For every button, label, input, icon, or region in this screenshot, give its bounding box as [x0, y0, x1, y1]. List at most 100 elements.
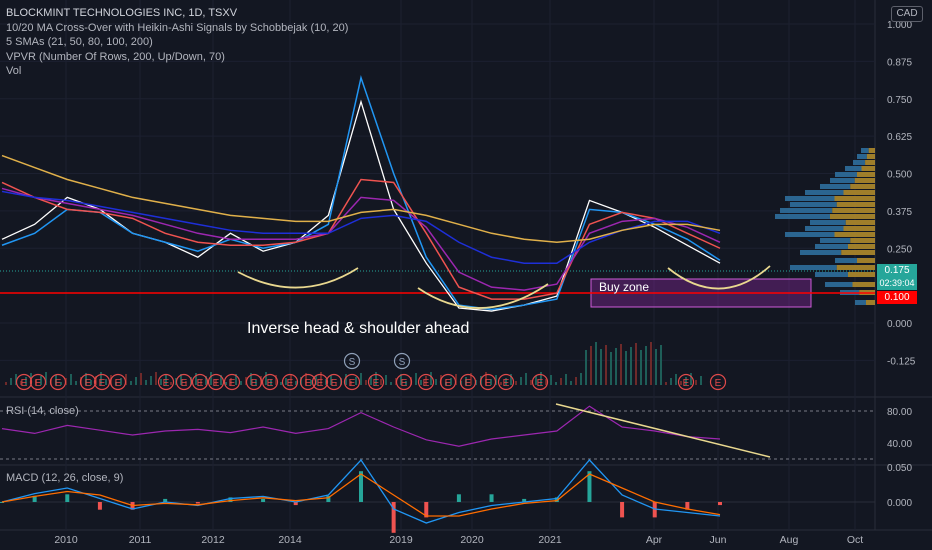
inverse-hs-annotation[interactable]: Inverse head & shoulder ahead [247, 320, 470, 337]
earnings-marker-ring [191, 373, 209, 391]
time-axis-tick-label: 2012 [201, 534, 225, 546]
indicator-ma-crossover[interactable]: 10/20 MA Cross-Over with Heikin-Ashi Sig… [6, 21, 349, 34]
earnings-marker-ring [709, 373, 727, 391]
earnings-marker-letter: E [423, 378, 430, 389]
volume-bar [625, 351, 627, 385]
volume-bar [630, 347, 632, 385]
buy-zone-label[interactable]: Buy zone [599, 280, 650, 294]
volume-bar [620, 344, 622, 385]
earnings-marker-ring [207, 373, 225, 391]
earnings-event-marker: E [157, 373, 175, 391]
earnings-event-marker: E [677, 373, 695, 391]
earnings-marker-ring [15, 373, 33, 391]
macd-histogram-bar [718, 502, 722, 506]
rsi-line [1, 405, 721, 447]
symbol-title[interactable]: BLOCKMINT TECHNOLOGIES INC, 1D, TSXV [6, 7, 238, 19]
volume-bar [265, 372, 267, 385]
volume-bar [25, 377, 27, 385]
volume-bar [200, 380, 202, 385]
volume-bar [270, 379, 272, 385]
vpvr-bar-down [866, 300, 875, 305]
vpvr-bar-up [835, 258, 857, 263]
indicator-smas[interactable]: 5 SMAs (21, 50, 80, 100, 200) [6, 36, 153, 48]
volume-bar [525, 373, 527, 385]
vpvr-bar-up [815, 244, 848, 249]
volume-bar [320, 372, 322, 385]
volume-bar [15, 374, 17, 385]
volume-bar [555, 382, 557, 385]
volume-bar [195, 373, 197, 385]
earnings-marker-ring [157, 373, 175, 391]
volume-bar [435, 379, 437, 385]
earnings-marker-letter: E [287, 378, 294, 389]
volume-bar [55, 375, 57, 385]
macd-histogram-bar [32, 495, 37, 502]
vpvr-bar-down [850, 238, 875, 243]
earnings-event-marker: E [29, 373, 47, 391]
time-axis-tick-label: 2010 [54, 534, 78, 546]
volume-bar [535, 376, 537, 385]
earnings-marker-ring [439, 373, 457, 391]
time-axis-tick-label: Oct [847, 534, 863, 546]
vpvr-bar-down [845, 220, 875, 225]
currency-badge[interactable]: CAD [891, 6, 923, 22]
indicator-vpvr[interactable]: VPVR (Number Of Rows, 200, Up/Down, 70) [6, 50, 225, 63]
volume-bar [390, 382, 392, 385]
macd-histogram-bar [0, 502, 4, 503]
volume-bar [70, 374, 72, 385]
volume-bar [685, 377, 687, 385]
earnings-event-marker: E [175, 373, 193, 391]
volume-bar [465, 377, 467, 385]
split-event-marker: S [343, 352, 361, 370]
volume-bar [455, 374, 457, 385]
volume-bar [205, 376, 207, 385]
vpvr-bar-up [810, 220, 846, 225]
volume-bar [305, 373, 307, 385]
volume-bar [315, 376, 317, 385]
volume-bar [135, 377, 137, 385]
volume-bar [160, 379, 162, 385]
earnings-marker-letter: E [197, 378, 204, 389]
volume-bar [355, 377, 357, 385]
volume-bar [615, 348, 617, 385]
vpvr-bar-up [805, 190, 844, 195]
earnings-event-marker: E [281, 373, 299, 391]
time-axis-tick-label: 2019 [389, 534, 413, 546]
volume-bar [285, 378, 287, 385]
indicator-vol[interactable]: Vol [6, 65, 22, 77]
volume-bar [10, 378, 12, 385]
volume-bar [550, 375, 552, 385]
macd-histogram-bar [620, 502, 625, 518]
volume-bar [240, 381, 242, 385]
vpvr-bar-down [865, 160, 875, 165]
earnings-marker-ring [223, 373, 241, 391]
countdown-tag: 02:39:04 [877, 277, 917, 290]
volume-bar [365, 380, 367, 385]
volume-bar [385, 375, 387, 385]
vpvr-bar-up [825, 282, 853, 287]
macd-histogram-bar [163, 498, 168, 502]
earnings-marker-letter: E [485, 378, 492, 389]
price-axis-tick-label: 0.250 [887, 244, 912, 255]
volume-bar [170, 382, 172, 385]
macd-histogram-bar [97, 502, 102, 510]
countdown-value: 02:39:04 [879, 278, 915, 288]
price-axis-tick-label: 0.875 [887, 57, 912, 68]
vpvr-bar-down [832, 208, 875, 213]
earnings-marker-ring [395, 373, 413, 391]
rsi-pane-label[interactable]: RSI (14, close) [6, 405, 79, 417]
volume-bar [165, 375, 167, 385]
earnings-event-marker: E [223, 373, 241, 391]
earnings-marker-ring [175, 373, 193, 391]
volume-bar [370, 376, 372, 385]
macd-pane-label[interactable]: MACD (12, 26, close, 9) [6, 472, 124, 484]
earnings-marker-letter: E [267, 378, 274, 389]
earnings-marker-ring [479, 373, 497, 391]
earnings-marker-ring [343, 373, 361, 391]
earnings-event-marker: E [343, 373, 361, 391]
time-axis-tick-label: 2021 [538, 534, 562, 546]
earnings-event-marker: E [207, 373, 225, 391]
macd-histogram-bar [685, 502, 690, 510]
vpvr-bar-down [850, 184, 875, 189]
